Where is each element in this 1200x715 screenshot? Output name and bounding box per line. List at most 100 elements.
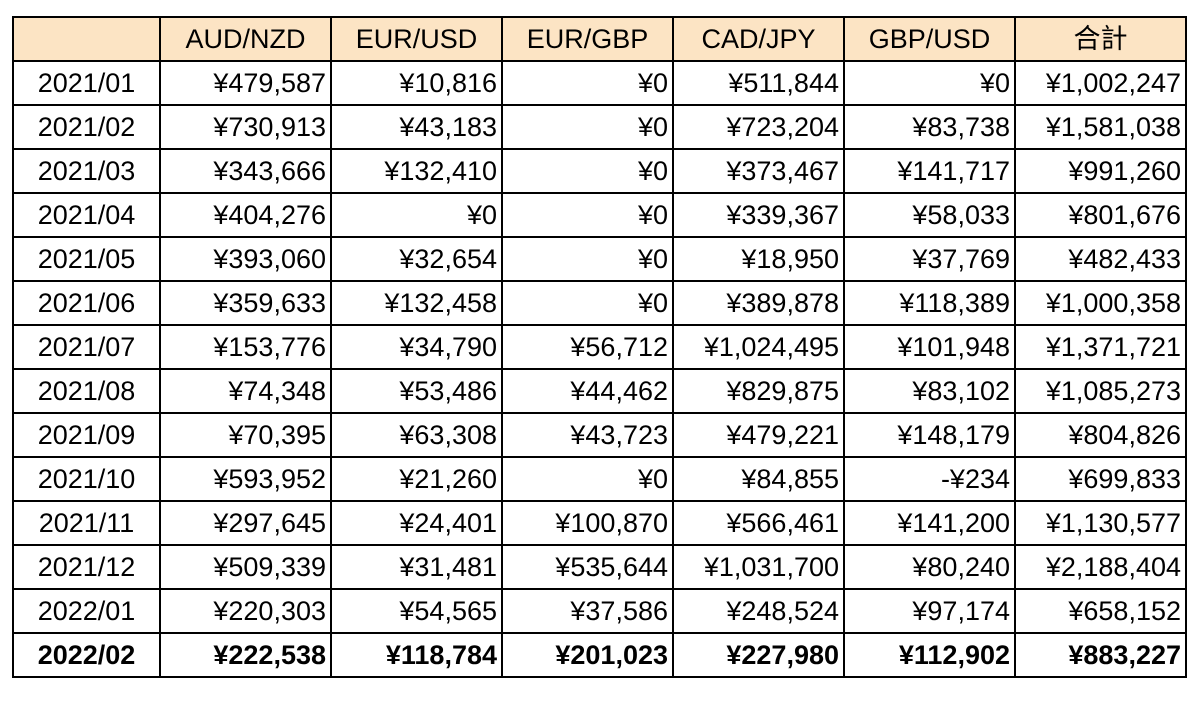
value-cell-cad-jpy: ¥84,855 (672, 456, 845, 502)
value-cell-eur-gbp: ¥0 (501, 104, 674, 150)
value-cell-gbp-usd: ¥80,240 (843, 544, 1016, 590)
month-cell: 2021/07 (12, 324, 161, 370)
value-cell-eur-usd: ¥54,565 (330, 588, 503, 634)
table-row: 2021/06 ¥359,633 ¥132,458 ¥0 ¥389,878 ¥118,38… (12, 280, 1187, 326)
value-cell-total: ¥2,188,404 (1014, 544, 1187, 590)
month-cell: 2021/03 (12, 148, 161, 194)
month-cell: 2021/04 (12, 192, 161, 238)
value-cell-gbp-usd: ¥58,033 (843, 192, 1016, 238)
header-cell-eur-usd: EUR/USD (330, 16, 503, 62)
month-cell: 2021/06 (12, 280, 161, 326)
value-cell-eur-usd: ¥63,308 (330, 412, 503, 458)
header-row: AUD/NZD EUR/USD EUR/GBP CAD/JPY GBP/USD … (12, 16, 1187, 62)
table-row: 2022/02 ¥222,538 ¥118,784 ¥201,023 ¥227,980 ¥… (12, 632, 1187, 678)
table-row: 2021/02 ¥730,913 ¥43,183 ¥0 ¥723,204 ¥83,738 ¥… (12, 104, 1187, 150)
value-cell-cad-jpy: ¥1,031,700 (672, 544, 845, 590)
value-cell-total: ¥804,826 (1014, 412, 1187, 458)
value-cell-eur-gbp: ¥43,723 (501, 412, 674, 458)
value-cell-eur-usd: ¥32,654 (330, 236, 503, 282)
value-cell-cad-jpy: ¥723,204 (672, 104, 845, 150)
value-cell-eur-gbp: ¥0 (501, 148, 674, 194)
value-cell-gbp-usd: ¥141,717 (843, 148, 1016, 194)
value-cell-eur-gbp: ¥56,712 (501, 324, 674, 370)
value-cell-eur-usd: ¥43,183 (330, 104, 503, 150)
value-cell-aud-nzd: ¥730,913 (159, 104, 332, 150)
value-cell-total: ¥482,433 (1014, 236, 1187, 282)
header-cell-cad-jpy: CAD/JPY (672, 16, 845, 62)
month-cell: 2021/01 (12, 60, 161, 106)
value-cell-eur-usd: ¥132,458 (330, 280, 503, 326)
value-cell-cad-jpy: ¥479,221 (672, 412, 845, 458)
value-cell-aud-nzd: ¥593,952 (159, 456, 332, 502)
table-row: 2021/09 ¥70,395 ¥63,308 ¥43,723 ¥479,221 ¥148… (12, 412, 1187, 458)
value-cell-aud-nzd: ¥153,776 (159, 324, 332, 370)
month-cell: 2021/05 (12, 236, 161, 282)
value-cell-aud-nzd: ¥509,339 (159, 544, 332, 590)
value-cell-eur-gbp: ¥0 (501, 280, 674, 326)
value-cell-aud-nzd: ¥343,666 (159, 148, 332, 194)
value-cell-cad-jpy: ¥566,461 (672, 500, 845, 546)
value-cell-total: ¥1,581,038 (1014, 104, 1187, 150)
value-cell-total: ¥801,676 (1014, 192, 1187, 238)
value-cell-aud-nzd: ¥74,348 (159, 368, 332, 414)
month-cell: 2021/02 (12, 104, 161, 150)
value-cell-eur-usd: ¥21,260 (330, 456, 503, 502)
value-cell-eur-gbp: ¥0 (501, 236, 674, 282)
value-cell-gbp-usd: -¥234 (843, 456, 1016, 502)
table-row: 2021/03 ¥343,666 ¥132,410 ¥0 ¥373,467 ¥141,71… (12, 148, 1187, 194)
value-cell-cad-jpy: ¥829,875 (672, 368, 845, 414)
table-body: 2021/01 ¥479,587 ¥10,816 ¥0 ¥511,844 ¥0 ¥1,002… (12, 60, 1187, 678)
table-row: 2021/07 ¥153,776 ¥34,790 ¥56,712 ¥1,024,495 ¥… (12, 324, 1187, 370)
value-cell-total: ¥1,130,577 (1014, 500, 1187, 546)
table-row: 2022/01 ¥220,303 ¥54,565 ¥37,586 ¥248,524 ¥97… (12, 588, 1187, 634)
value-cell-aud-nzd: ¥359,633 (159, 280, 332, 326)
value-cell-eur-gbp: ¥201,023 (501, 632, 674, 678)
value-cell-eur-gbp: ¥0 (501, 192, 674, 238)
table-row: 2021/08 ¥74,348 ¥53,486 ¥44,462 ¥829,875 ¥83,… (12, 368, 1187, 414)
value-cell-gbp-usd: ¥0 (843, 60, 1016, 106)
month-cell: 2021/12 (12, 544, 161, 590)
header-cell-gbp-usd: GBP/USD (843, 16, 1016, 62)
value-cell-eur-gbp: ¥535,644 (501, 544, 674, 590)
value-cell-total: ¥699,833 (1014, 456, 1187, 502)
value-cell-total: ¥1,085,273 (1014, 368, 1187, 414)
header-cell-blank (12, 16, 161, 62)
value-cell-aud-nzd: ¥297,645 (159, 500, 332, 546)
month-cell: 2022/01 (12, 588, 161, 634)
value-cell-gbp-usd: ¥148,179 (843, 412, 1016, 458)
value-cell-cad-jpy: ¥227,980 (672, 632, 845, 678)
value-cell-total: ¥991,260 (1014, 148, 1187, 194)
value-cell-eur-usd: ¥118,784 (330, 632, 503, 678)
value-cell-eur-usd: ¥132,410 (330, 148, 503, 194)
value-cell-cad-jpy: ¥389,878 (672, 280, 845, 326)
value-cell-eur-usd: ¥53,486 (330, 368, 503, 414)
value-cell-eur-gbp: ¥44,462 (501, 368, 674, 414)
value-cell-gbp-usd: ¥112,902 (843, 632, 1016, 678)
value-cell-aud-nzd: ¥479,587 (159, 60, 332, 106)
table-row: 2021/12 ¥509,339 ¥31,481 ¥535,644 ¥1,031,700… (12, 544, 1187, 590)
value-cell-aud-nzd: ¥220,303 (159, 588, 332, 634)
value-cell-cad-jpy: ¥339,367 (672, 192, 845, 238)
table-row: 2021/11 ¥297,645 ¥24,401 ¥100,870 ¥566,461 ¥1… (12, 500, 1187, 546)
value-cell-gbp-usd: ¥141,200 (843, 500, 1016, 546)
value-cell-gbp-usd: ¥83,738 (843, 104, 1016, 150)
value-cell-aud-nzd: ¥393,060 (159, 236, 332, 282)
table-row: 2021/05 ¥393,060 ¥32,654 ¥0 ¥18,950 ¥37,769 ¥4… (12, 236, 1187, 282)
month-cell: 2021/08 (12, 368, 161, 414)
value-cell-total: ¥658,152 (1014, 588, 1187, 634)
value-cell-eur-usd: ¥0 (330, 192, 503, 238)
profit-table: AUD/NZD EUR/USD EUR/GBP CAD/JPY GBP/USD … (12, 16, 1187, 678)
value-cell-cad-jpy: ¥511,844 (672, 60, 845, 106)
value-cell-total: ¥1,371,721 (1014, 324, 1187, 370)
value-cell-gbp-usd: ¥118,389 (843, 280, 1016, 326)
value-cell-aud-nzd: ¥404,276 (159, 192, 332, 238)
value-cell-total: ¥883,227 (1014, 632, 1187, 678)
header-cell-total: 合計 (1014, 16, 1187, 62)
value-cell-eur-usd: ¥31,481 (330, 544, 503, 590)
value-cell-total: ¥1,002,247 (1014, 60, 1187, 106)
value-cell-cad-jpy: ¥248,524 (672, 588, 845, 634)
value-cell-gbp-usd: ¥101,948 (843, 324, 1016, 370)
value-cell-eur-usd: ¥34,790 (330, 324, 503, 370)
value-cell-gbp-usd: ¥83,102 (843, 368, 1016, 414)
month-cell: 2021/10 (12, 456, 161, 502)
